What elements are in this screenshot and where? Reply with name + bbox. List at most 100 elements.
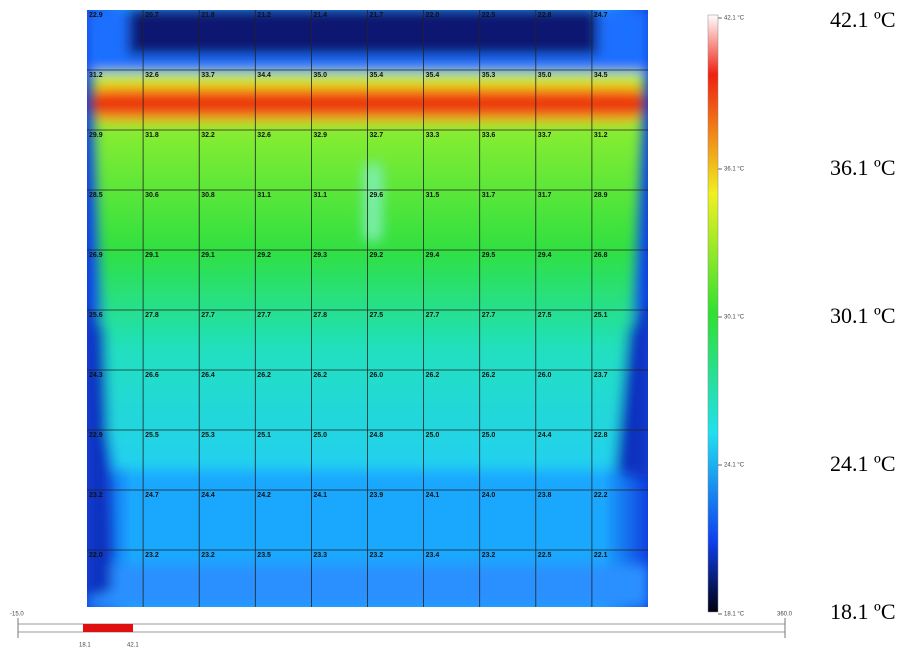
cell-temperature: 23.2 — [145, 552, 159, 559]
cell-temperature: 25.5 — [145, 432, 159, 439]
range-slider: -15.0 360.0 18.1 42.1 — [10, 612, 793, 649]
cell-temperature: 23.7 — [594, 372, 608, 379]
grid-overlay: 22.9 20.7 21.8 21.2 21.4 21.7 22.0 22.5 22.8 24.7… — [87, 10, 648, 607]
cell-temperature: 27.8 — [313, 312, 327, 319]
legend-label: 30.1 ºC — [830, 303, 896, 328]
cell-temperature: 29.1 — [201, 252, 215, 259]
cell-temperature: 22.9 — [89, 12, 103, 19]
cell-temperature: 26.0 — [370, 372, 384, 379]
legend-label: 24.1 ºC — [830, 451, 896, 476]
cell-temperature: 24.8 — [370, 432, 384, 439]
cell-temperature: 30.6 — [145, 192, 159, 199]
cell-temperature: 23.2 — [370, 552, 384, 559]
cell-temperature: 22.5 — [482, 12, 496, 19]
cell-temperature: 26.9 — [89, 252, 103, 259]
cell-temperature: 25.3 — [201, 432, 215, 439]
cell-temperature: 25.1 — [594, 312, 608, 319]
cell-temperature: 24.1 — [426, 492, 440, 499]
cell-temperature: 35.4 — [370, 72, 384, 79]
cell-temperature: 35.0 — [538, 72, 552, 79]
cell-temperature: 31.2 — [594, 132, 608, 139]
cell-temperature: 22.0 — [426, 12, 440, 19]
cell-temperature: 34.5 — [594, 72, 608, 79]
cell-temperature: 29.4 — [538, 252, 552, 259]
cell-temperature: 24.7 — [145, 492, 159, 499]
legend-label: 36.1 ºC — [830, 155, 896, 180]
cell-temperature: 26.0 — [538, 372, 552, 379]
cell-temperature: 26.2 — [257, 372, 271, 379]
scale-label: 18.1 °C — [724, 612, 745, 618]
cell-temperature: 22.2 — [594, 492, 608, 499]
cell-temperature: 23.2 — [89, 492, 103, 499]
cell-temperature: 24.1 — [313, 492, 327, 499]
cell-temperature: 27.7 — [201, 312, 215, 319]
cell-temperature: 33.3 — [426, 132, 440, 139]
cell-temperature: 23.2 — [201, 552, 215, 559]
cell-temperature: 31.8 — [145, 132, 159, 139]
cell-temperature: 27.7 — [257, 312, 271, 319]
cell-temperature: 35.3 — [482, 72, 496, 79]
cell-temperature: 26.8 — [594, 252, 608, 259]
cell-temperature: 27.5 — [538, 312, 552, 319]
cell-temperature: 29.4 — [426, 252, 440, 259]
cell-temperature: 35.4 — [426, 72, 440, 79]
legend-label: 18.1 ºC — [830, 599, 896, 624]
cell-temperature: 23.9 — [370, 492, 384, 499]
cell-temperature: 21.8 — [201, 12, 215, 19]
cell-temperature: 22.1 — [594, 552, 608, 559]
cell-temperature: 23.3 — [313, 552, 327, 559]
cell-temperature: 24.2 — [257, 492, 271, 499]
cell-temperature: 32.7 — [370, 132, 384, 139]
cell-temperature: 24.7 — [594, 12, 608, 19]
cell-temperature: 29.1 — [145, 252, 159, 259]
cell-temperature: 25.1 — [257, 432, 271, 439]
cell-temperature: 22.5 — [538, 552, 552, 559]
slider-min: -15.0 — [10, 612, 24, 618]
slider-range[interactable] — [83, 624, 133, 632]
cell-temperature: 29.2 — [370, 252, 384, 259]
cell-temperature: 27.5 — [370, 312, 384, 319]
cell-temperature: 21.4 — [313, 12, 327, 19]
cell-temperature: 27.8 — [145, 312, 159, 319]
cell-temperature: 32.6 — [257, 132, 271, 139]
cell-temperature: 22.0 — [89, 552, 103, 559]
cell-temperature: 26.4 — [201, 372, 215, 379]
cell-temperature: 29.9 — [89, 132, 103, 139]
cell-temperature: 33.7 — [538, 132, 552, 139]
cell-temperature: 35.0 — [313, 72, 327, 79]
cell-temperature: 32.2 — [201, 132, 215, 139]
legend-label: 42.1 ºC — [830, 7, 896, 32]
cell-temperature: 30.8 — [201, 192, 215, 199]
cell-temperature: 21.2 — [257, 12, 271, 19]
cell-temperature: 31.2 — [89, 72, 103, 79]
cell-temperature: 32.6 — [145, 72, 159, 79]
slider-low: 18.1 — [79, 643, 91, 649]
cell-temperature: 32.9 — [313, 132, 327, 139]
scale-label: 24.1 °C — [724, 463, 745, 469]
cell-temperature: 22.8 — [594, 432, 608, 439]
scale-label: 42.1 °C — [724, 16, 745, 22]
cell-temperature: 29.5 — [482, 252, 496, 259]
scale-label: 30.1 °C — [724, 315, 745, 321]
cell-temperature: 23.4 — [426, 552, 440, 559]
cell-temperature: 27.7 — [426, 312, 440, 319]
cell-temperature: 34.4 — [257, 72, 271, 79]
cell-temperature: 28.5 — [89, 192, 103, 199]
cell-temperature: 26.2 — [426, 372, 440, 379]
scale-label: 36.1 °C — [724, 167, 745, 173]
cell-temperature: 24.0 — [482, 492, 496, 499]
cell-temperature: 24.4 — [201, 492, 215, 499]
cell-temperature: 31.5 — [426, 192, 440, 199]
cell-temperature: 29.2 — [257, 252, 271, 259]
cell-temperature: 25.6 — [89, 312, 103, 319]
cell-temperature: 26.2 — [482, 372, 496, 379]
cell-temperature: 33.6 — [482, 132, 496, 139]
cell-temperature: 25.0 — [482, 432, 496, 439]
cell-temperature: 24.3 — [89, 372, 103, 379]
cell-temperature: 23.8 — [538, 492, 552, 499]
cell-temperature: 20.7 — [145, 12, 159, 19]
cell-temperature: 31.7 — [538, 192, 552, 199]
cell-temperature: 22.9 — [89, 432, 103, 439]
cell-temperature: 29.6 — [370, 192, 384, 199]
